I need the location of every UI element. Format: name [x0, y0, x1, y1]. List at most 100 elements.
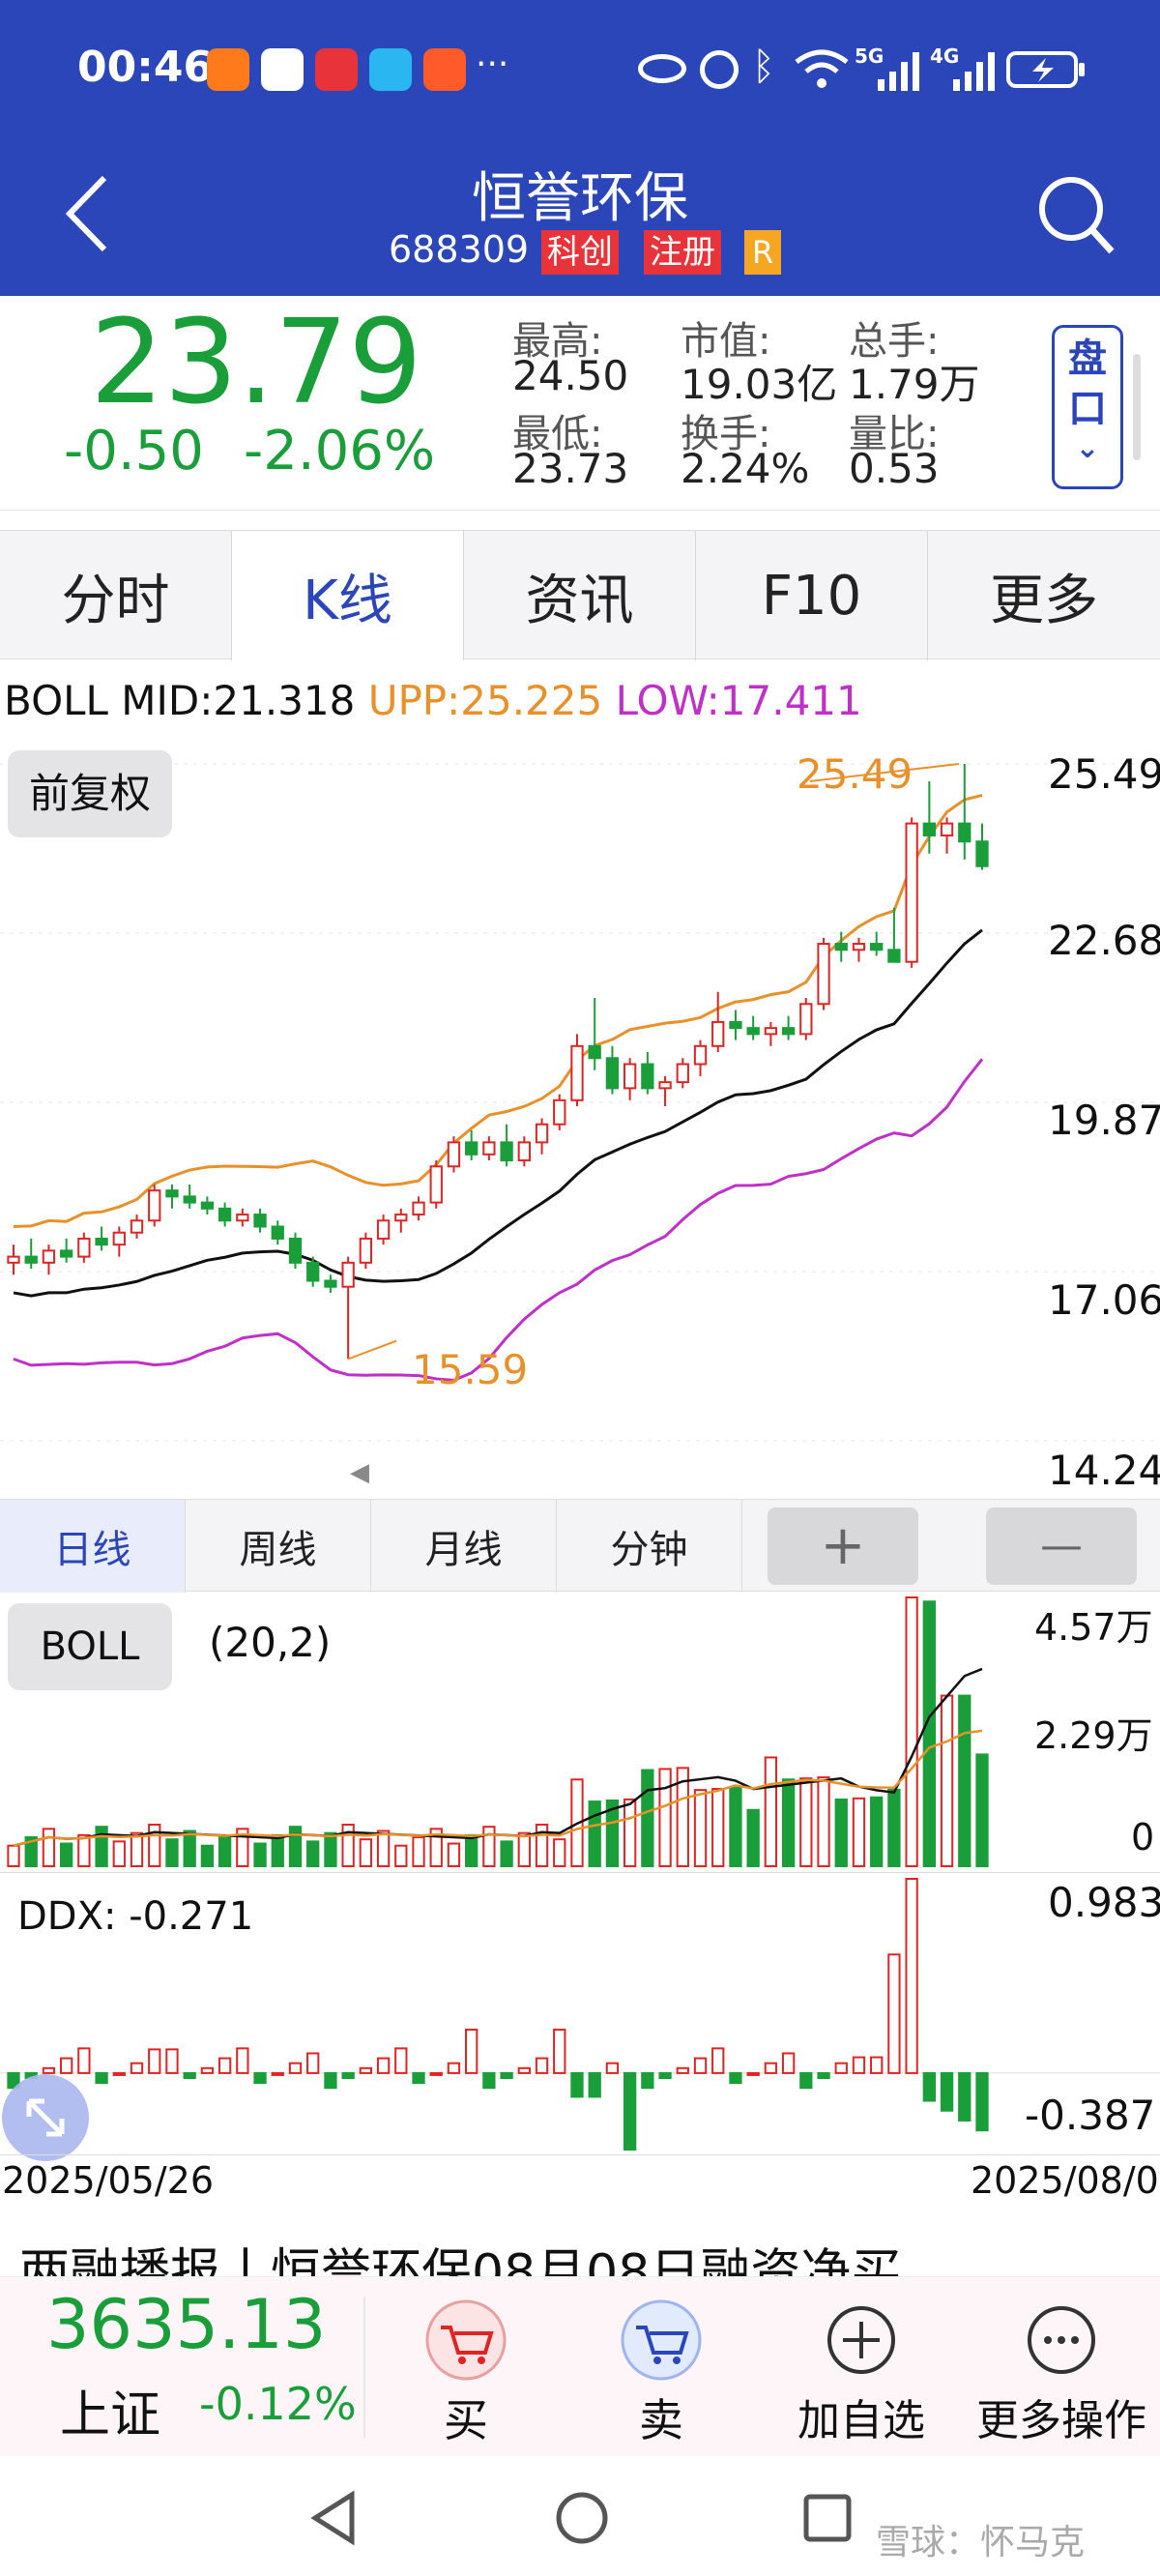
ddx-bar: [394, 2047, 408, 2074]
volume-bar: [429, 1828, 443, 1867]
tab-monthly[interactable]: 月线: [371, 1500, 557, 1593]
pankou-button[interactable]: 盘口 ⌄: [1052, 325, 1123, 489]
ddx-bar: [218, 2057, 232, 2074]
buy-button[interactable]: 买: [387, 2277, 545, 2457]
high-price-marker: 25.49: [797, 750, 914, 798]
ddx-bar: [165, 2048, 179, 2074]
back-arrow-icon[interactable]: [60, 170, 118, 257]
boll-upp: UPP:25.225: [367, 677, 603, 724]
stat-label-mktcap: 市值:: [681, 319, 771, 364]
adjust-button[interactable]: 前复权: [8, 750, 172, 837]
vol-axis-zero: 0: [1131, 1816, 1155, 1859]
fullscreen-icon[interactable]: [2, 2074, 89, 2161]
ddx-bar: [746, 2071, 760, 2076]
ddx-bar: [852, 2056, 866, 2074]
low-marker-line: [347, 1339, 397, 1361]
sell-button[interactable]: 卖: [582, 2277, 740, 2457]
stat-value-volume: 1.79万: [849, 361, 980, 408]
index-name: 上证: [60, 2386, 161, 2444]
volume-bar: [940, 1694, 954, 1867]
tab-weekly[interactable]: 周线: [186, 1500, 371, 1593]
candle: [500, 1141, 513, 1162]
tab-news[interactable]: 资讯: [464, 531, 696, 660]
candle: [183, 1195, 196, 1204]
news-headline[interactable]: 两融播报丨恒誉环保08月08日融资净买: [19, 2244, 902, 2276]
wifi-icon: [795, 49, 849, 88]
ddx-chart[interactable]: [0, 1873, 1160, 2155]
y-axis-label-2: 22.68: [1048, 917, 1160, 964]
scroll-left-icon[interactable]: ◀: [350, 1458, 369, 1487]
ddx-bar: [306, 2052, 320, 2074]
more-notifications-icon: ···: [476, 44, 509, 84]
volume-bar: [958, 1694, 972, 1867]
candle: [376, 1219, 391, 1240]
zoom-out-button[interactable]: —: [986, 1508, 1137, 1585]
main-tabs: 分时 K线 资讯 F10 更多: [0, 530, 1160, 660]
book-icon: [369, 48, 412, 91]
tab-daily[interactable]: 日线: [0, 1500, 186, 1593]
tab-f10[interactable]: F10: [696, 531, 928, 660]
volume-bar: [834, 1798, 848, 1867]
y-axis-label-3: 19.87: [1048, 1097, 1160, 1144]
ddx-bar: [834, 2062, 848, 2074]
candle: [905, 822, 918, 963]
volume-bar: [905, 1596, 918, 1867]
news-row[interactable]: 两融播报丨恒誉环保08月08日融资净买: [0, 2209, 1160, 2276]
ddx-bar: [95, 2071, 108, 2085]
tab-minute[interactable]: 分钟: [557, 1500, 742, 1593]
index-quote[interactable]: 3635.13 上证 -0.12%: [0, 2277, 363, 2457]
volume-chart[interactable]: [0, 1592, 1160, 1872]
candle: [60, 1249, 73, 1258]
tab-more[interactable]: 更多: [990, 569, 1098, 632]
candle: [148, 1189, 161, 1222]
ddx-bar: [412, 2071, 425, 2085]
candlestick-chart[interactable]: [0, 745, 1160, 1499]
period-tabs: 日线 周线 月线 分钟 + —: [0, 1499, 1160, 1593]
candle: [764, 1027, 778, 1036]
candle: [165, 1189, 179, 1198]
nav-recent-icon[interactable]: [800, 2491, 855, 2545]
boll-lower-line: [13, 1058, 984, 1382]
volume-bar: [359, 1838, 373, 1868]
y-axis-label-1: 25.49: [1048, 750, 1160, 798]
search-icon[interactable]: [1034, 170, 1117, 257]
candle: [870, 943, 884, 951]
nav-back-icon[interactable]: [307, 2489, 360, 2547]
ddx-bar: [676, 2066, 689, 2074]
candle: [781, 1027, 796, 1036]
index-change: -0.12%: [199, 2378, 357, 2430]
candle: [693, 1044, 708, 1066]
stat-label-volume-ratio: 量比:: [849, 412, 940, 456]
zoom-in-button[interactable]: +: [768, 1508, 918, 1585]
pankou-label: 盘口: [1068, 337, 1107, 431]
ddx-bar: [236, 2047, 249, 2074]
more-actions-button[interactable]: 更多操作: [967, 2277, 1156, 2457]
add-watchlist-button[interactable]: 加自选: [779, 2277, 943, 2457]
ddx-bar: [535, 2057, 549, 2074]
candle: [834, 943, 848, 951]
boll-low: LOW:17.411: [615, 677, 862, 724]
volume-bar: [271, 1833, 284, 1868]
indicator-button[interactable]: BOLL: [8, 1603, 172, 1690]
ddx-section: DDX: -0.271 0.983 -0.387: [0, 1872, 1160, 2161]
ddx-bar: [887, 1953, 901, 2074]
candle: [553, 1098, 566, 1126]
volume-bar: [447, 1842, 461, 1867]
ddx-bar: [588, 2071, 601, 2098]
candle: [887, 949, 901, 963]
volume-bar: [676, 1767, 689, 1867]
tab-fenshi[interactable]: 分时: [0, 531, 232, 660]
y-axis-label-5: 14.24: [1048, 1447, 1160, 1494]
candle: [288, 1237, 303, 1264]
bluetooth-icon: ᛒ: [752, 44, 775, 89]
volume-bar: [887, 1788, 901, 1867]
ddx-bar: [465, 2028, 478, 2074]
ddx-bar: [922, 2071, 936, 2102]
volume-bar: [218, 1836, 232, 1867]
tab-kline[interactable]: K线: [232, 531, 464, 660]
stat-label-high: 最高:: [512, 319, 603, 364]
ddx-bar: [817, 2071, 830, 2080]
scrollbar[interactable]: [1133, 354, 1141, 460]
volume-bar: [341, 1823, 355, 1867]
nav-home-icon[interactable]: [553, 2489, 611, 2547]
